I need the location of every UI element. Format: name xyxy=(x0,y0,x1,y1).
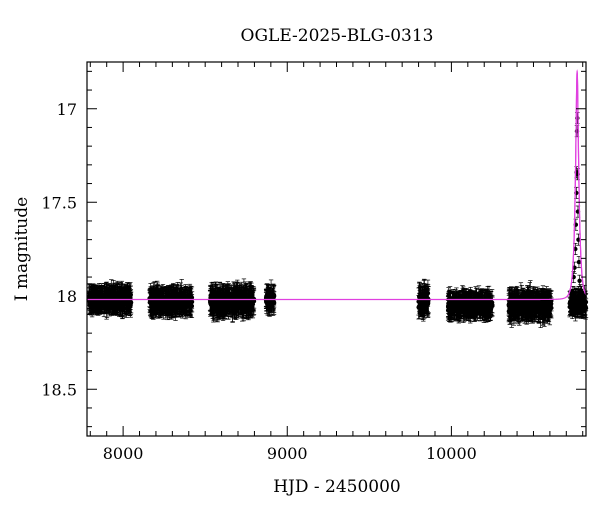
x-tick-label: 10000 xyxy=(426,444,477,463)
data-point xyxy=(122,295,127,312)
y-tick-label: 17 xyxy=(57,100,77,119)
x-tick-label: 8000 xyxy=(103,444,144,463)
data-point xyxy=(160,293,165,313)
data-layer xyxy=(86,112,589,329)
y-axis-label: I magnitude xyxy=(12,197,32,301)
data-point xyxy=(115,294,120,312)
y-tick-label: 18.5 xyxy=(41,380,77,399)
data-point xyxy=(175,293,181,311)
data-point xyxy=(170,292,175,313)
data-point xyxy=(89,295,95,314)
data-point xyxy=(183,291,189,312)
y-tick-label: 17.5 xyxy=(41,193,77,212)
ticks-layer: 8000 9000 10000 17 17.5 18 18.5 xyxy=(41,62,586,463)
plot-frame xyxy=(86,61,587,437)
x-axis-label: HJD - 2450000 xyxy=(273,477,401,497)
data-point xyxy=(125,282,131,310)
data-point xyxy=(102,291,107,315)
chart-title: OGLE-2025-BLG-0313 xyxy=(241,26,434,46)
model-layer xyxy=(87,69,587,301)
y-tick-label: 18 xyxy=(57,287,77,306)
data-point xyxy=(153,293,159,315)
data-point xyxy=(110,282,116,309)
data-point xyxy=(96,289,101,315)
data-point xyxy=(107,288,112,317)
x-tick-label: 9000 xyxy=(267,444,308,463)
model-curve xyxy=(87,72,587,301)
